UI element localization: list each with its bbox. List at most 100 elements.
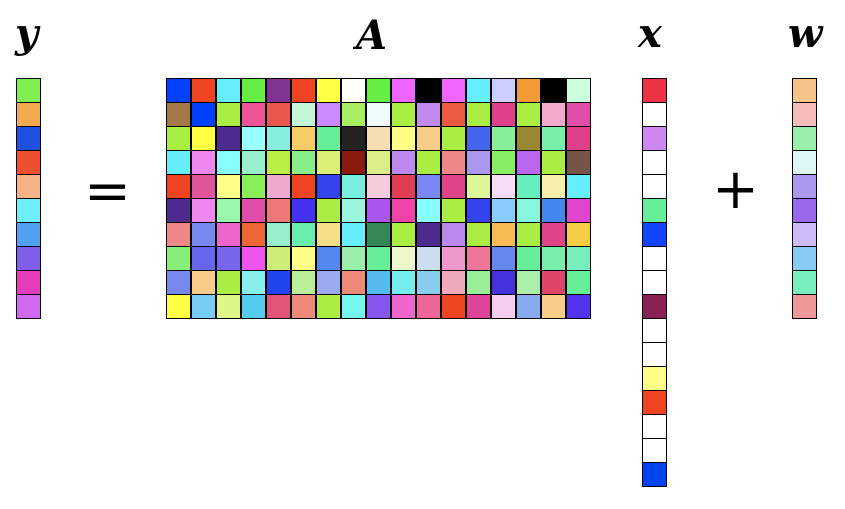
matrix-a-cell-8-6 [316, 270, 341, 295]
matrix-a-cell-8-13 [491, 270, 516, 295]
matrix-a-cell-2-0 [166, 126, 191, 151]
matrix-a-cell-9-13 [491, 294, 516, 319]
matrix-a-cell-5-13 [491, 198, 516, 223]
matrix-a-cell-5-11 [441, 198, 466, 223]
matrix-a-cell-0-6 [316, 78, 341, 103]
matrix-a-cell-8-1 [191, 270, 216, 295]
matrix-a-cell-1-4 [266, 102, 291, 127]
matrix-a-cell-3-6 [316, 150, 341, 175]
matrix-a-cell-9-2 [216, 294, 241, 319]
matrix-a-cell-2-14 [516, 126, 541, 151]
matrix-a-cell-9-10 [416, 294, 441, 319]
vector-y-cell-7 [16, 246, 41, 271]
matrix-a-cell-7-11 [441, 246, 466, 271]
matrix-a-cell-2-9 [391, 126, 416, 151]
matrix-a-cell-7-4 [266, 246, 291, 271]
matrix-a-cell-8-5 [291, 270, 316, 295]
vector-w-label: w [788, 10, 823, 57]
matrix-a-cell-7-5 [291, 246, 316, 271]
matrix-a-cell-3-14 [516, 150, 541, 175]
matrix-a-cell-5-8 [366, 198, 391, 223]
matrix-a-cell-7-10 [416, 246, 441, 271]
vector-w-cell-6 [792, 222, 817, 247]
vector-x-cell-13 [642, 390, 667, 415]
vector-y-cell-5 [16, 198, 41, 223]
matrix-a-cell-9-11 [441, 294, 466, 319]
matrix-a-cell-8-12 [466, 270, 491, 295]
matrix-a-cell-5-9 [391, 198, 416, 223]
matrix-a-cell-8-4 [266, 270, 291, 295]
matrix-a-cell-6-4 [266, 222, 291, 247]
vector-w-cell-3 [792, 150, 817, 175]
matrix-a-cell-2-8 [366, 126, 391, 151]
vector-x-cell-0 [642, 78, 667, 103]
matrix-a-cell-5-1 [191, 198, 216, 223]
vector-x-cell-9 [642, 294, 667, 319]
matrix-a-cell-4-5 [291, 174, 316, 199]
matrix-a-cell-6-9 [391, 222, 416, 247]
vector-w-cell-2 [792, 126, 817, 151]
matrix-a-cell-4-15 [541, 174, 566, 199]
matrix-a-cell-4-16 [566, 174, 591, 199]
vector-x-cell-14 [642, 414, 667, 439]
matrix-a-cell-0-9 [391, 78, 416, 103]
matrix-a-cell-2-1 [191, 126, 216, 151]
vector-x-cell-15 [642, 438, 667, 463]
plus-sign: + [712, 157, 759, 222]
matrix-a-cell-4-10 [416, 174, 441, 199]
matrix-a-cell-3-8 [366, 150, 391, 175]
matrix-a-cell-5-12 [466, 198, 491, 223]
matrix-a-cell-5-10 [416, 198, 441, 223]
matrix-a-cell-3-11 [441, 150, 466, 175]
vector-y-cell-9 [16, 294, 41, 319]
matrix-a-cell-6-12 [466, 222, 491, 247]
matrix-a-cell-6-0 [166, 222, 191, 247]
matrix-a-cell-8-8 [366, 270, 391, 295]
vector-x [642, 78, 667, 487]
matrix-a-cell-8-9 [391, 270, 416, 295]
matrix-a-cell-1-7 [341, 102, 366, 127]
vector-w-cell-8 [792, 270, 817, 295]
matrix-a-cell-3-12 [466, 150, 491, 175]
matrix-a-cell-9-3 [241, 294, 266, 319]
matrix-a-cell-0-0 [166, 78, 191, 103]
matrix-a-cell-6-5 [291, 222, 316, 247]
matrix-a-cell-6-14 [516, 222, 541, 247]
matrix-a-cell-4-12 [466, 174, 491, 199]
matrix-a-cell-9-7 [341, 294, 366, 319]
matrix-a-cell-3-3 [241, 150, 266, 175]
matrix-a-cell-5-7 [341, 198, 366, 223]
vector-x-cell-8 [642, 270, 667, 295]
matrix-a-cell-1-8 [366, 102, 391, 127]
vector-y-cell-1 [16, 102, 41, 127]
matrix-a-cell-7-6 [316, 246, 341, 271]
matrix-a-cell-1-11 [441, 102, 466, 127]
matrix-a-cell-5-3 [241, 198, 266, 223]
matrix-a-cell-2-12 [466, 126, 491, 151]
matrix-a-cell-5-15 [541, 198, 566, 223]
matrix-a-cell-4-9 [391, 174, 416, 199]
vector-x-cell-6 [642, 222, 667, 247]
matrix-a-cell-7-3 [241, 246, 266, 271]
vector-w-cell-5 [792, 198, 817, 223]
vector-x-cell-3 [642, 150, 667, 175]
vector-w-cell-4 [792, 174, 817, 199]
matrix-a-cell-2-2 [216, 126, 241, 151]
matrix-a-cell-9-16 [566, 294, 591, 319]
matrix-a-cell-7-9 [391, 246, 416, 271]
matrix-a-cell-7-2 [216, 246, 241, 271]
matrix-a-cell-9-12 [466, 294, 491, 319]
matrix-a-cell-1-12 [466, 102, 491, 127]
matrix-a-cell-1-0 [166, 102, 191, 127]
vector-x-cell-11 [642, 342, 667, 367]
matrix-a-cell-6-2 [216, 222, 241, 247]
vector-y [16, 78, 41, 319]
matrix-a-cell-1-9 [391, 102, 416, 127]
matrix-a-cell-8-15 [541, 270, 566, 295]
matrix-a-cell-3-0 [166, 150, 191, 175]
matrix-a-cell-5-2 [216, 198, 241, 223]
matrix-a-cell-0-15 [541, 78, 566, 103]
matrix-a-cell-0-4 [266, 78, 291, 103]
matrix-a-cell-0-1 [191, 78, 216, 103]
vector-w-cell-1 [792, 102, 817, 127]
